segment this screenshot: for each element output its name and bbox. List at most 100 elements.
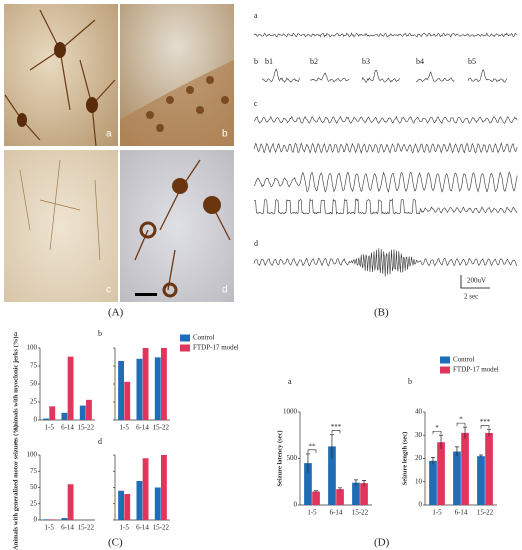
error-bar — [329, 433, 334, 459]
scale-bar — [135, 293, 157, 296]
neurites — [134, 159, 231, 291]
bar — [118, 360, 125, 420]
x-tick-label: 15-22 — [78, 424, 95, 432]
y-tick-label: 100 — [27, 344, 38, 352]
error-bar — [305, 453, 310, 473]
chart-panel-letter: a — [288, 377, 292, 386]
bar — [142, 458, 149, 520]
y-axis-label: Seizure length (sec) — [401, 432, 408, 486]
x-tick-label: 6-14 — [330, 509, 343, 517]
bar — [79, 405, 86, 420]
legend-label: Control — [453, 356, 474, 364]
bar — [336, 489, 344, 505]
significance-label: *** — [480, 418, 491, 426]
legend-swatch — [180, 334, 190, 342]
significance-bracket — [480, 425, 490, 429]
trace-label: b — [254, 57, 258, 66]
bar — [160, 348, 167, 420]
trace-label: b1 — [265, 57, 273, 66]
panel-caption: (D) — [374, 537, 390, 549]
trace-label: c — [254, 99, 258, 108]
x-tick-label: 1-5 — [44, 424, 54, 432]
y-tick-label: 30 — [415, 431, 423, 439]
y-tick-label: 20 — [415, 454, 423, 462]
y-tick-label: 10 — [415, 477, 423, 485]
y-tick-label: 100 — [27, 451, 38, 459]
bar — [328, 446, 336, 505]
bar — [61, 412, 68, 420]
trace-label: b4 — [416, 57, 424, 66]
y-tick-label: 1000 — [283, 408, 298, 416]
bar — [485, 432, 493, 505]
bar — [49, 406, 56, 420]
micrograph-c — [4, 150, 118, 302]
scale-label: 200uV — [467, 277, 486, 285]
image-label: d — [222, 285, 228, 296]
panel-caption: (C) — [108, 537, 123, 549]
bar — [437, 442, 445, 505]
error-bar — [430, 456, 435, 465]
bar — [43, 519, 50, 520]
error-bar — [314, 490, 319, 493]
x-tick-label: 1-5 — [432, 509, 442, 517]
trace-label: a — [254, 11, 258, 20]
legend-label: FTDP-17 model — [453, 366, 499, 374]
x-tick-label: 1-5 — [44, 524, 54, 532]
image-label: c — [106, 285, 111, 296]
eeg-trace — [261, 68, 300, 83]
eeg-trace — [309, 72, 350, 83]
error-bar — [338, 487, 343, 491]
eeg-trace — [253, 171, 518, 193]
y-tick-label: 0 — [294, 501, 298, 509]
legend-swatch — [180, 344, 190, 352]
significance-label: ** — [309, 442, 317, 450]
image-label: a — [106, 129, 112, 140]
cell-layer — [120, 60, 234, 146]
eeg-trace — [253, 115, 518, 124]
bar — [429, 460, 437, 505]
y-tick-label: 40 — [415, 408, 423, 416]
trace-label: b5 — [468, 57, 476, 66]
x-tick-label: 6-14 — [136, 424, 149, 432]
x-tick-label: 6-14 — [61, 524, 74, 532]
bar — [304, 463, 312, 505]
x-tick-label: 15-22 — [477, 509, 494, 517]
eeg-traces: a b b1 b2 b3 b4 b5 c d 200uV 2 sec — [254, 11, 490, 301]
x-tick-label: 6-14 — [455, 509, 468, 517]
x-tick-label: 6-14 — [61, 424, 74, 432]
bar — [477, 456, 485, 505]
chart-panel-letter: a — [14, 329, 18, 338]
legend-swatch — [440, 366, 450, 374]
bar — [49, 519, 56, 520]
x-tick-label: 6-14 — [136, 524, 149, 532]
trace-label: b3 — [362, 57, 370, 66]
y-tick-label: 0 — [34, 516, 38, 524]
eeg-trace — [253, 141, 518, 155]
chart-panel-letter: b — [98, 329, 102, 338]
micrograph-d — [120, 150, 234, 302]
micrographs: a b c d — [4, 4, 234, 302]
panel-caption: (B) — [374, 307, 389, 319]
bar — [142, 348, 149, 420]
x-tick-label: 15-22 — [153, 524, 170, 532]
bar — [136, 481, 143, 520]
y-tick-label: 50 — [30, 380, 38, 388]
x-tick-label: 15-22 — [352, 509, 369, 517]
x-tick-label: 1-5 — [307, 509, 317, 517]
significance-bracket — [432, 430, 442, 435]
cell-bodies — [17, 42, 98, 127]
eeg-trace — [253, 32, 518, 38]
error-bar — [463, 426, 468, 439]
error-bar — [454, 446, 459, 457]
eeg-trace — [253, 248, 518, 277]
y-axis-label: Animals with myoclonic jerks (%) — [12, 337, 19, 432]
neurites — [19, 159, 101, 261]
legend-swatch — [440, 356, 450, 364]
bar — [124, 494, 131, 520]
legend-label: FTDP-17 model — [193, 344, 239, 352]
bar — [67, 484, 74, 520]
bar — [124, 381, 131, 420]
y-axis-label: Animals with generalized motor seizures … — [12, 425, 19, 550]
bar — [67, 356, 74, 420]
y-tick-label: 25 — [30, 499, 38, 507]
